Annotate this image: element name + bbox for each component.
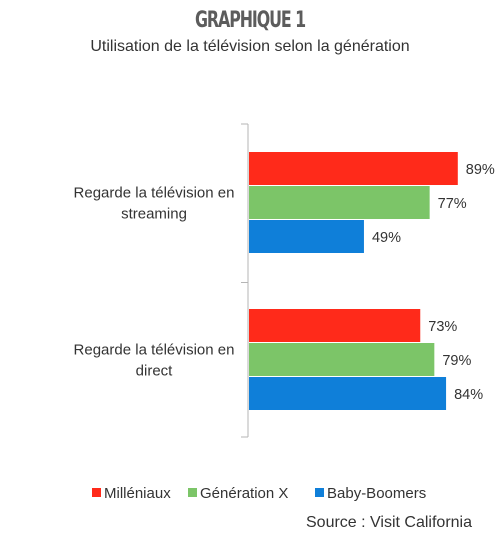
legend-label: Baby-Boomers	[327, 485, 426, 502]
legend-swatch	[188, 488, 197, 497]
legend-swatch	[315, 488, 324, 497]
bar	[249, 152, 458, 185]
bar	[249, 220, 364, 253]
legend-swatch	[92, 488, 101, 497]
legend-label: Milléniaux	[104, 485, 171, 502]
chart-source: Source : Visit California	[306, 514, 472, 531]
data-label: 89%	[466, 162, 495, 178]
chart-title: GRAPHIQUE 1	[194, 8, 306, 33]
bar	[249, 186, 430, 219]
bar	[249, 377, 447, 410]
data-label: 84%	[454, 387, 483, 403]
chart-subtitle: Utilisation de la télévision selon la gé…	[90, 38, 410, 55]
data-label: 77%	[438, 196, 467, 212]
category-label: Regarde la télévision en direct	[74, 342, 235, 380]
data-label: 49%	[372, 230, 401, 246]
bar	[249, 343, 435, 376]
bar	[249, 309, 421, 342]
category-label: Regarde la télévision en streaming	[74, 185, 235, 223]
data-label: 73%	[428, 319, 457, 335]
legend-label: Génération X	[200, 485, 288, 502]
data-label: 79%	[442, 353, 471, 369]
